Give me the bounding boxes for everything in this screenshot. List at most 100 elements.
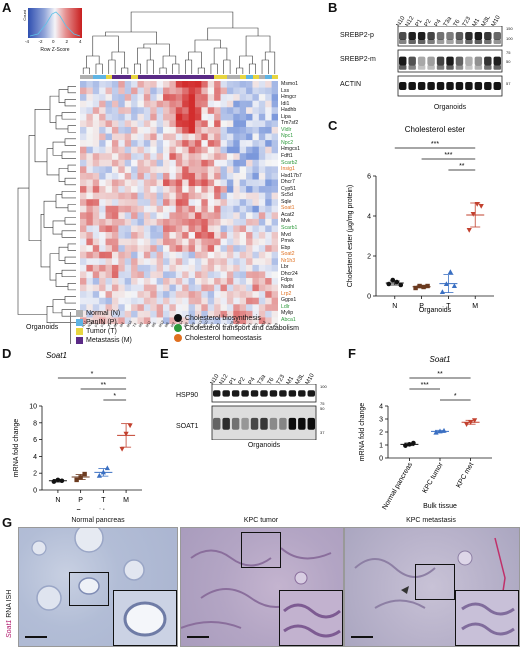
blot-band	[260, 390, 268, 397]
gene-label: Hsd17b7	[281, 172, 302, 179]
heatmap-cell	[201, 100, 209, 108]
heatmap-cell	[111, 81, 119, 88]
heatmap-cell	[233, 107, 240, 115]
group-color-cell	[226, 75, 234, 79]
heatmap-cell	[80, 186, 87, 193]
heatmap-cell	[118, 264, 126, 272]
pathway-dot	[174, 324, 182, 332]
heatmap-cell	[131, 297, 138, 305]
heatmap-cell	[169, 245, 177, 253]
blot-band	[298, 417, 306, 430]
heatmap-cell	[175, 284, 183, 292]
gene-label: Ldlr	[281, 303, 290, 310]
heatmap-cell	[131, 140, 138, 147]
heatmap-cell	[118, 179, 126, 187]
heatmap-cell	[175, 278, 183, 285]
heatmap-cell	[80, 304, 87, 312]
heatmap-cell	[182, 100, 189, 108]
gene-label: Npc2	[281, 139, 294, 146]
heatmap-cell	[188, 310, 196, 318]
heatmap-cell	[86, 172, 94, 180]
heatmap-cell	[239, 238, 247, 246]
heatmap-cell	[226, 146, 234, 154]
heatmap-cell	[258, 199, 266, 207]
heatmap-cell	[156, 218, 164, 226]
ihc-title-tumor: KPC tumor	[243, 517, 279, 524]
heatmap-cell	[265, 205, 272, 213]
heatmap-cell	[220, 113, 228, 121]
heatmap-cell	[175, 153, 183, 161]
heatmap-cell	[258, 140, 266, 147]
data-point	[466, 228, 472, 233]
heatmap-cell	[92, 271, 100, 279]
heatmap-cell	[80, 133, 87, 141]
blot-band	[213, 390, 221, 397]
heatmap-cell	[150, 304, 157, 312]
data-point	[478, 204, 484, 209]
heatmap-cell	[233, 126, 240, 134]
heatmap-cell	[226, 264, 234, 272]
heatmap-cell	[143, 264, 151, 272]
heatmap-cell	[207, 291, 215, 299]
heatmap-cell	[188, 218, 196, 226]
heatmap-cell	[201, 107, 209, 115]
heatmap-cell	[214, 186, 221, 193]
heatmap-cell	[258, 159, 266, 167]
heatmap-cell	[169, 297, 177, 305]
blot-band	[260, 417, 268, 430]
heatmap-cell	[246, 87, 253, 95]
heatmap-cell	[201, 133, 209, 141]
blot-band	[408, 56, 416, 66]
gene-label: Npc1	[281, 133, 294, 140]
blot-band	[417, 56, 426, 66]
heatmap-cell	[163, 304, 170, 312]
dendrogram-branch	[64, 296, 76, 304]
heatmap-cell	[163, 133, 170, 141]
heatmap-cell	[99, 153, 106, 161]
heatmap-cell	[207, 284, 215, 292]
x-axis-label: Organoids	[76, 509, 109, 510]
heatmap-cell	[99, 107, 106, 115]
blot-band	[484, 32, 492, 40]
heatmap-cell	[150, 81, 157, 88]
heatmap-cell	[265, 166, 272, 174]
heatmap-cell	[118, 153, 126, 161]
heatmap-cell	[239, 278, 247, 285]
blot-band	[417, 39, 426, 44]
heatmap-cell	[214, 258, 221, 266]
heatmap-cell	[150, 94, 157, 102]
heatmap-cell	[207, 271, 215, 279]
heatmap-cell	[271, 166, 278, 174]
heatmap-cell	[271, 146, 278, 154]
heatmap-cell	[271, 126, 278, 134]
heatmap-cell	[86, 120, 94, 128]
heatmap-cell	[111, 284, 119, 292]
heatmap-cell	[233, 146, 240, 154]
blot-band	[241, 390, 249, 397]
heatmap-cell	[105, 284, 113, 292]
heatmap-cell	[265, 199, 272, 207]
heatmap-cell	[156, 251, 164, 259]
blot-band	[427, 64, 435, 70]
heatmap-cell	[99, 192, 106, 200]
heatmap-cell	[188, 126, 196, 134]
heatmap-cell	[226, 284, 234, 292]
heatmap-cell	[150, 205, 157, 213]
heatmap-cell	[124, 87, 132, 95]
heatmap-cell	[252, 146, 260, 154]
heatmap-cell	[226, 212, 234, 220]
heatmap-cell	[271, 159, 278, 167]
heatmap-cell	[156, 166, 164, 174]
heatmap-cell	[124, 297, 132, 305]
heatmap-cell	[252, 186, 260, 193]
heatmap-cell	[92, 310, 100, 318]
heatmap-cell	[239, 258, 247, 266]
heatmap-cell	[80, 218, 87, 226]
heatmap-cell	[92, 218, 100, 226]
heatmap-cell	[99, 225, 106, 233]
heatmap-cell	[99, 81, 106, 88]
data-point	[417, 283, 422, 289]
heatmap-cell	[137, 172, 145, 180]
heatmap-cell	[92, 205, 100, 213]
